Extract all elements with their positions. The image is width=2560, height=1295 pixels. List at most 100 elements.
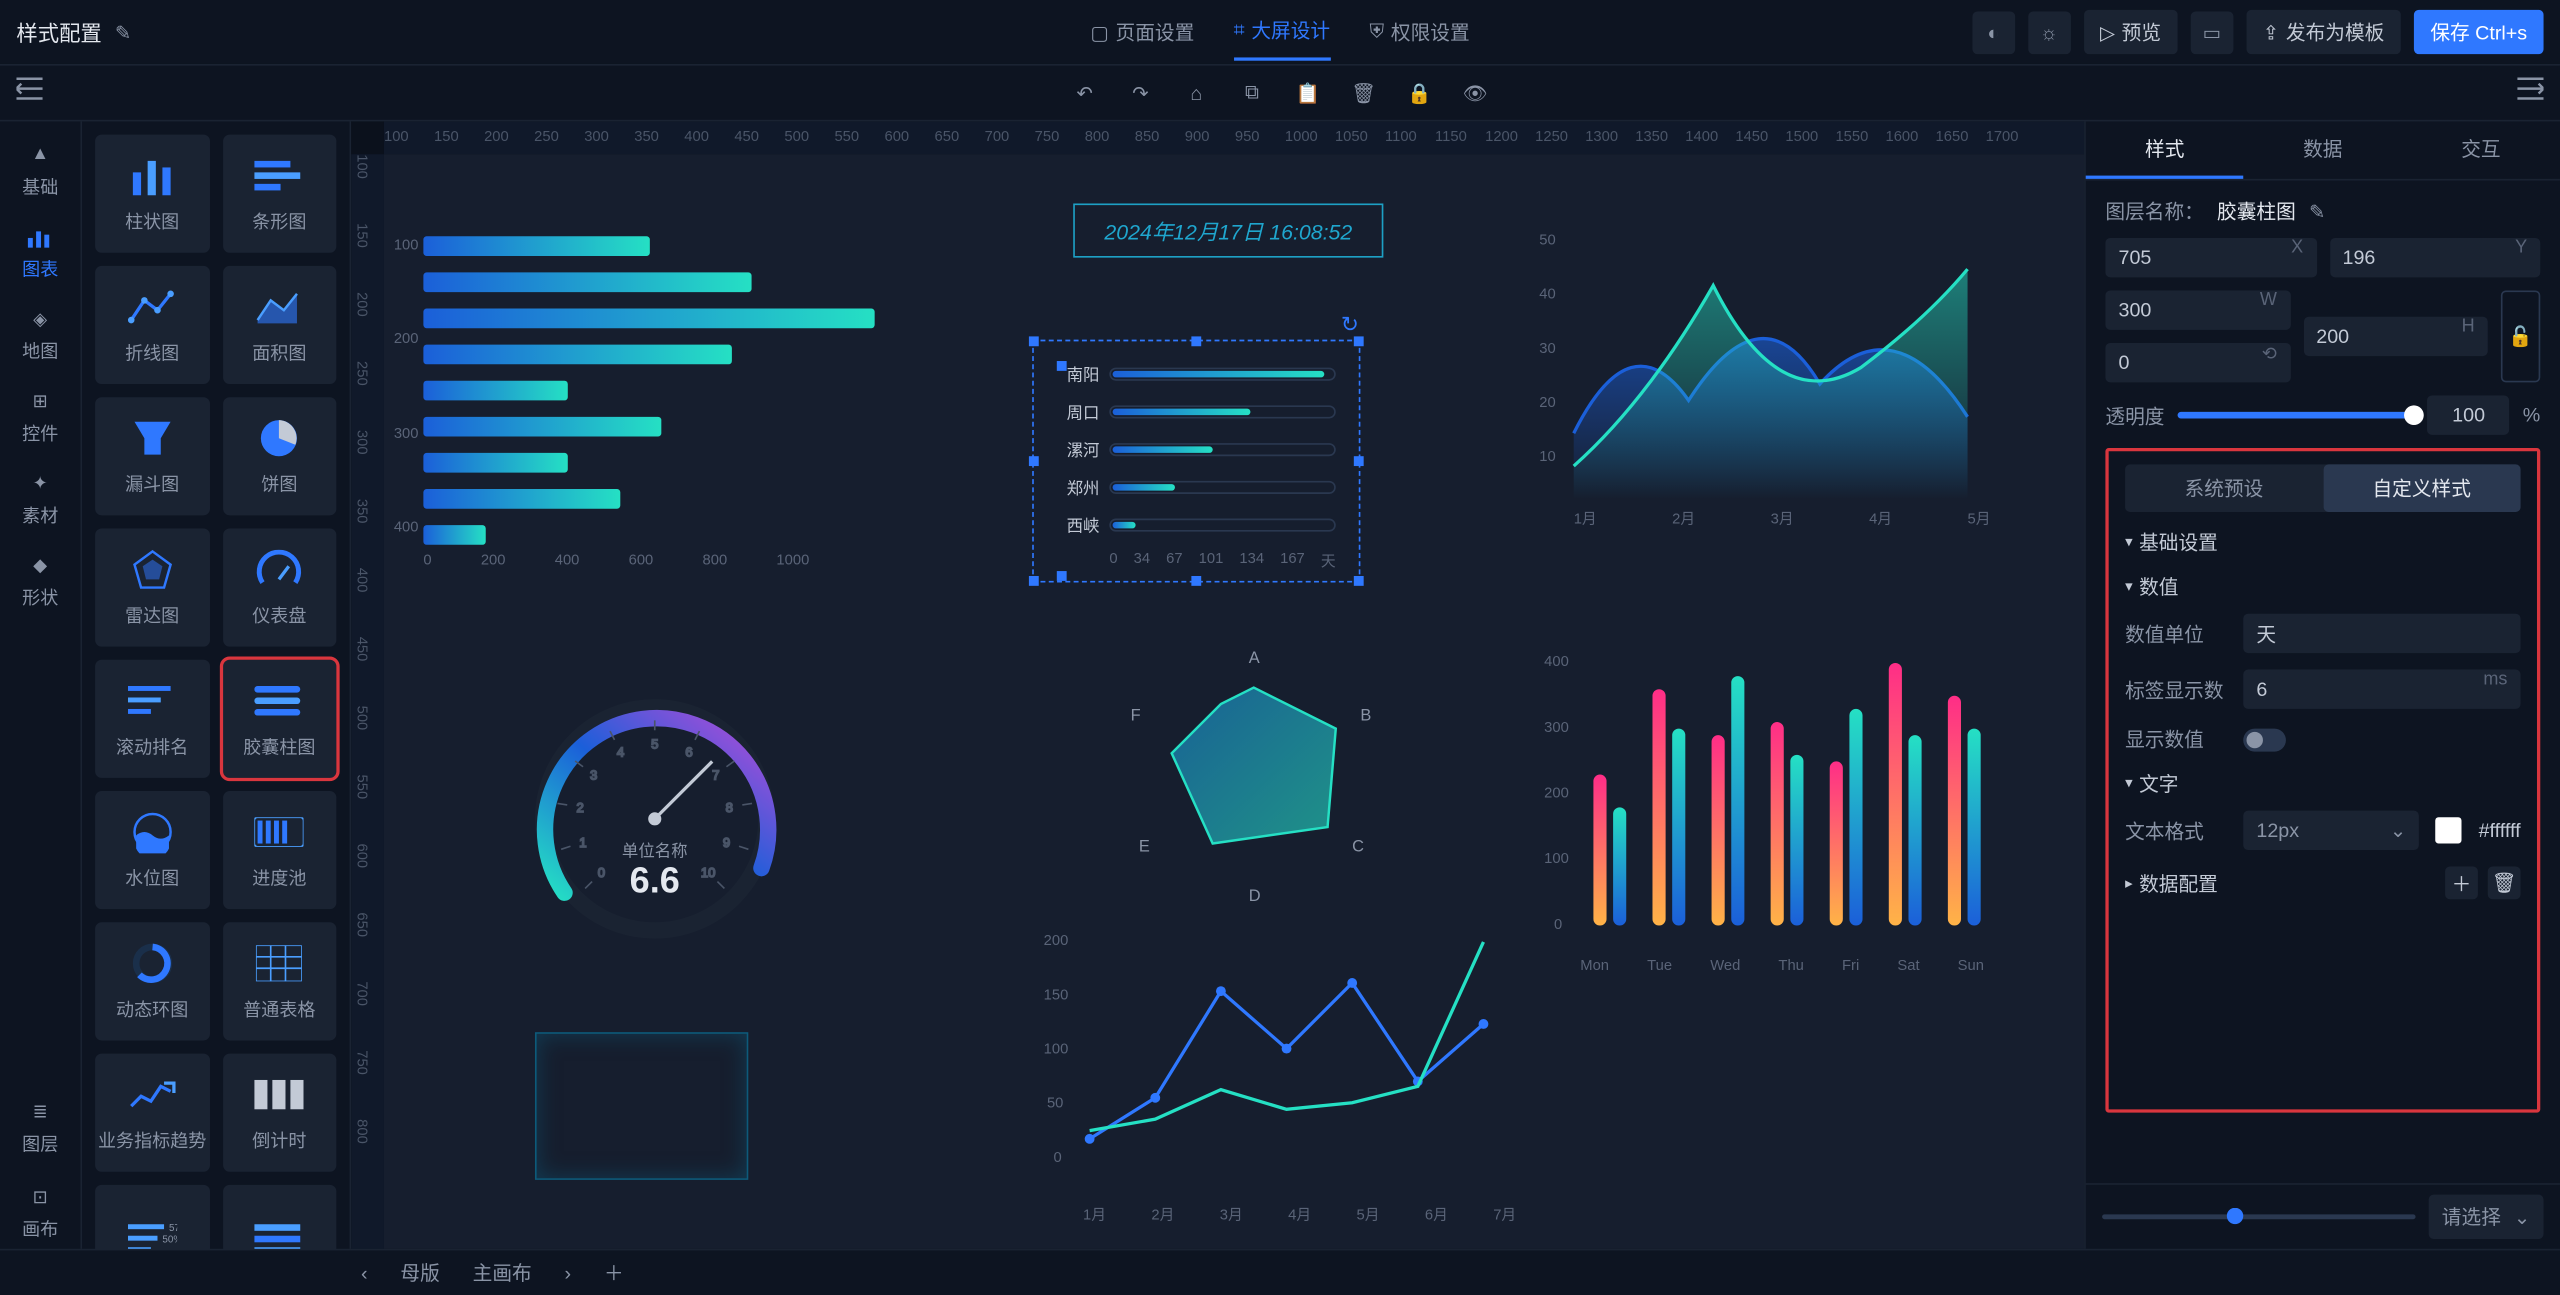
rpanel-tab-interact[interactable]: 交互 xyxy=(2402,121,2560,178)
pos-x-input[interactable] xyxy=(2105,238,2316,277)
section-text[interactable]: 文字 xyxy=(2125,770,2520,798)
section-basic[interactable]: 基础设置 xyxy=(2125,528,2520,556)
tab-screen-design[interactable]: ⌗ 大屏设计 xyxy=(1234,3,1330,60)
publish-template-button[interactable]: ⇪ 发布为模板 xyxy=(2246,10,2400,54)
palette-item-ring[interactable]: 动态环图 xyxy=(95,922,209,1040)
lock-icon[interactable]: 🔒 xyxy=(1405,78,1435,108)
delete-data-icon[interactable]: 🗑 xyxy=(2488,866,2521,899)
page-title: 样式配置 xyxy=(16,16,101,47)
hbar-row xyxy=(423,345,731,365)
preview-button[interactable]: ▷ 预览 xyxy=(2084,10,2178,54)
visibility-icon[interactable]: 👁 xyxy=(1460,78,1490,108)
text-color-swatch[interactable] xyxy=(2436,817,2462,843)
palette-item-line[interactable]: 折线图 xyxy=(95,266,209,384)
line-chart-widget[interactable]: 200150100500 1月2月3月4月5月6月7月 xyxy=(1040,926,1532,1221)
palette-item-hb2[interactable]: 57%50% xyxy=(95,1185,209,1249)
bb-back[interactable]: ‹ xyxy=(361,1261,368,1284)
label-decimal-input[interactable] xyxy=(2243,670,2520,709)
refresh-icon[interactable]: ↻ xyxy=(1341,312,1359,338)
hbar-row xyxy=(423,489,620,509)
line-icon xyxy=(124,284,180,330)
undo-icon[interactable]: ↶ xyxy=(1070,78,1100,108)
section-value[interactable]: 数值 xyxy=(2125,573,2520,601)
show-value-toggle[interactable] xyxy=(2243,728,2286,751)
bb-master[interactable]: 母版 xyxy=(400,1259,439,1287)
palette-item-radar[interactable]: 雷达图 xyxy=(95,528,209,646)
decor-box-widget[interactable] xyxy=(535,1032,748,1180)
highlighted-config-area: 系统预设 自定义样式 基础设置 数值 数值单位 标签显示数 ms xyxy=(2105,448,2540,1113)
palette-item-hb3[interactable] xyxy=(222,1185,336,1249)
sun-icon[interactable]: ☼ xyxy=(2028,11,2071,54)
palette-item-gauge[interactable]: 仪表盘 xyxy=(222,528,336,646)
design-canvas[interactable]: 2024年12月17日 16:08:52 100 200 300 400 020… xyxy=(384,154,2084,1249)
timestamp-widget[interactable]: 2024年12月17日 16:08:52 xyxy=(1073,203,1383,257)
svg-text:0: 0 xyxy=(1054,1150,1062,1166)
hb3-icon xyxy=(251,1216,307,1249)
palette-item-rank[interactable]: 滚动排名 xyxy=(95,660,209,778)
value-unit-input[interactable] xyxy=(2243,614,2520,653)
rpanel-tab-style[interactable]: 样式 xyxy=(2086,121,2244,178)
count-icon xyxy=(251,1072,307,1118)
window-icon[interactable]: ▭ xyxy=(2191,11,2234,54)
tab-page-settings[interactable]: ▢ 页面设置 xyxy=(1090,3,1194,60)
pos-y-input[interactable] xyxy=(2329,238,2540,277)
paste-icon[interactable]: 📋 xyxy=(1293,78,1323,108)
ruler-horizontal: 1001502002503003504004505005506006507007… xyxy=(384,121,2084,154)
hbar-row xyxy=(423,236,649,256)
height-input[interactable] xyxy=(2303,317,2488,356)
palette-item-hbar[interactable]: 条形图 xyxy=(222,135,336,253)
rail-layer[interactable]: ≣ 图层 xyxy=(22,1095,58,1157)
palette-item-table[interactable]: 普通表格 xyxy=(222,922,336,1040)
add-data-icon[interactable]: ＋ xyxy=(2445,866,2478,899)
radar-widget[interactable]: ABCDEF xyxy=(1098,638,1410,917)
home-icon[interactable]: ⌂ xyxy=(1182,78,1212,108)
rail-shape[interactable]: ◆ 形状 xyxy=(22,548,58,610)
gauge-widget[interactable]: 012345678910 单位名称 6.6 xyxy=(515,679,794,958)
palette-item-area[interactable]: 面积图 xyxy=(222,266,336,384)
collapse-left-icon[interactable] xyxy=(16,77,42,100)
palette-item-pie[interactable]: 饼图 xyxy=(222,397,336,515)
subtab-custom[interactable]: 自定义样式 xyxy=(2323,464,2521,512)
palette-item-count[interactable]: 倒计时 xyxy=(222,1054,336,1172)
redo-icon[interactable]: ↷ xyxy=(1126,78,1156,108)
svg-text:1月: 1月 xyxy=(1574,511,1597,527)
edit-title-icon[interactable]: ✎ xyxy=(115,21,132,44)
section-data-config[interactable]: 数据配置 ＋ 🗑 xyxy=(2125,866,2520,899)
rpanel-zoom-select[interactable]: 请选择 ⌄ xyxy=(2429,1195,2544,1239)
rpanel-zoom-slider[interactable] xyxy=(2102,1214,2415,1219)
palette-item-trend[interactable]: 业务指标趋势 xyxy=(95,1054,209,1172)
rail-asset[interactable]: ✦ 素材 xyxy=(22,466,58,528)
palette-item-progress[interactable]: 进度池 xyxy=(222,791,336,909)
copy-icon[interactable]: ⧉ xyxy=(1237,78,1267,108)
edit-layer-name-icon[interactable]: ✎ xyxy=(2309,199,2326,222)
rpanel-tab-data[interactable]: 数据 xyxy=(2244,121,2402,178)
palette-item-funnel[interactable]: 漏斗图 xyxy=(95,397,209,515)
hbar-chart-widget[interactable]: 100 200 300 400 02004006008001000 xyxy=(394,236,919,567)
palette-item-bar[interactable]: 柱状图 xyxy=(95,135,209,253)
capsule-chart-widget[interactable]: ↻ 南阳周口漯河郑州西峡 03467101134167天 xyxy=(1032,340,1360,583)
bb-next[interactable]: › xyxy=(565,1261,572,1284)
delete-icon[interactable]: 🗑 xyxy=(1349,78,1379,108)
chevron-down-icon: ⌄ xyxy=(2514,1205,2531,1228)
tab-permissions[interactable]: ⛨ 权限设置 xyxy=(1370,3,1470,60)
bb-add[interactable]: ＋ xyxy=(604,1259,624,1287)
rail-control[interactable]: ⊞ 控件 xyxy=(22,384,58,446)
theme-toggle-icon[interactable]: ◐ xyxy=(1972,11,2015,54)
rpanel-tabs: 样式 数据 交互 xyxy=(2086,121,2560,180)
text-format-select[interactable]: 12px ⌄ xyxy=(2243,811,2419,850)
palette-item-capsule[interactable]: 胶囊柱图 xyxy=(222,660,336,778)
subtab-preset[interactable]: 系统预设 xyxy=(2125,464,2323,512)
rail-chart[interactable]: 图表 xyxy=(22,220,58,282)
save-button[interactable]: 保存 Ctrl+s xyxy=(2414,10,2544,54)
bb-main-canvas[interactable]: 主画布 xyxy=(473,1259,532,1287)
rail-basic[interactable]: ▲ 基础 xyxy=(22,138,58,200)
collapse-right-icon[interactable] xyxy=(2517,77,2543,100)
area-chart-widget[interactable]: 504030 2010 1月2月3月4月5月 xyxy=(1533,220,2009,532)
opacity-slider[interactable] xyxy=(2178,412,2415,419)
colorbars-widget[interactable]: 4003002001000 MonTueWedThuFriSatSun xyxy=(1541,647,2000,975)
lock-ratio-icon[interactable]: 🔓 xyxy=(2501,290,2540,382)
palette-item-water[interactable]: 水位图 xyxy=(95,791,209,909)
opacity-value[interactable] xyxy=(2428,395,2510,434)
rail-canvas[interactable]: ⊡ 画布 xyxy=(22,1180,58,1242)
rail-map[interactable]: ◈ 地图 xyxy=(22,302,58,364)
